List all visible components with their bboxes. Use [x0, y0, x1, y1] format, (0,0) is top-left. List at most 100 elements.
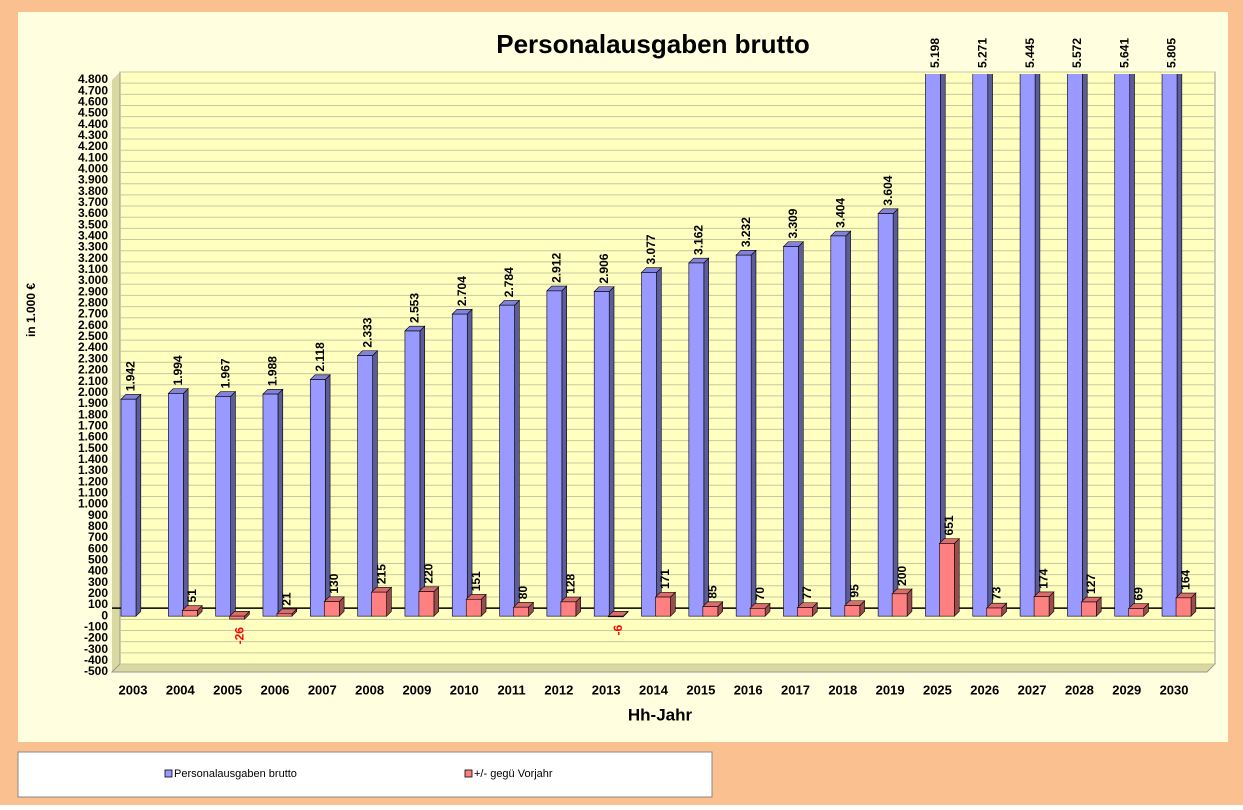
y-tick-label: 2.600	[78, 318, 108, 332]
x-tick-label: 2014	[639, 682, 669, 697]
bar	[1175, 597, 1192, 617]
x-tick-label: 2009	[402, 682, 431, 697]
value-label: 215	[374, 564, 388, 584]
y-tick-label: 2.700	[78, 307, 108, 321]
x-tick-label: 2026	[970, 682, 999, 697]
x-tick-label: 2018	[828, 682, 857, 697]
x-tick-label: 2004	[166, 682, 196, 697]
y-tick-label: 800	[88, 519, 108, 533]
y-tick-label: -100	[84, 619, 108, 633]
y-tick-label: 2.900	[78, 284, 108, 298]
bar	[1128, 608, 1145, 617]
x-tick-label: 2008	[355, 682, 384, 697]
value-label: 171	[658, 569, 672, 589]
bar	[688, 262, 705, 617]
y-tick-label: 900	[88, 508, 108, 522]
bar-side	[656, 266, 662, 617]
bar	[499, 304, 515, 617]
bar	[925, 74, 941, 617]
value-label: 1.988	[266, 356, 280, 386]
value-label: 85	[706, 585, 720, 599]
y-tick-label: 1.900	[78, 396, 108, 410]
y-tick-label: 4.700	[78, 83, 108, 97]
bar	[404, 330, 421, 617]
bar-side	[1129, 74, 1135, 617]
value-label: 128	[564, 574, 578, 594]
y-tick-label: 1.200	[78, 474, 108, 488]
bar-side	[798, 241, 804, 617]
bar	[262, 393, 279, 617]
y-tick-label: 2.200	[78, 363, 108, 377]
bar-side	[1082, 74, 1088, 617]
y-tick-label: 3.500	[78, 217, 108, 231]
bar	[465, 598, 482, 617]
y-tick-label: 1.100	[78, 485, 108, 499]
y-tick-label: 200	[88, 586, 108, 600]
value-label: 174	[1037, 568, 1051, 588]
bar-side	[703, 257, 709, 617]
y-axis-label: in 1.000 €	[24, 283, 38, 337]
bar	[607, 615, 624, 618]
x-tick-label: 2015	[686, 682, 715, 697]
bar	[1161, 74, 1178, 617]
value-label: 2.704	[455, 276, 469, 306]
bar-side	[845, 230, 851, 617]
bar-side	[277, 388, 284, 617]
y-tick-label: 1.600	[78, 430, 108, 444]
chart-title: Personalausgaben brutto	[496, 29, 810, 59]
y-tick-label: 3.100	[78, 262, 108, 276]
value-label: 151	[469, 571, 483, 591]
x-tick-label: 2013	[592, 682, 621, 697]
x-tick-label: 2016	[734, 682, 763, 697]
bar	[357, 355, 373, 617]
y-tick-label: 4.400	[78, 117, 108, 131]
bar	[655, 596, 671, 617]
bar	[735, 254, 752, 617]
y-tick-label: 4.000	[78, 162, 108, 176]
y-tick-label: 400	[88, 564, 108, 578]
y-tick-label: 3.400	[78, 229, 108, 243]
legend-swatch	[164, 769, 173, 778]
x-axis-label: Hh-Jahr	[628, 705, 693, 724]
y-tick-label: 700	[88, 530, 108, 544]
side-wall	[112, 72, 120, 672]
value-label: 5.641	[1117, 38, 1131, 68]
legend-label: +/- gegü Vorjahr	[474, 768, 553, 780]
bar-side	[608, 286, 615, 617]
value-label: 2.906	[597, 253, 611, 283]
bar	[546, 290, 563, 617]
y-tick-label: 3.800	[78, 184, 108, 198]
value-label: 3.404	[833, 198, 847, 228]
y-tick-label: -500	[84, 664, 108, 678]
bar	[1114, 74, 1131, 617]
x-tick-label: 2003	[119, 682, 148, 697]
bar	[560, 601, 577, 617]
bar-side	[514, 299, 520, 617]
value-label: 1.967	[218, 358, 232, 388]
bar	[120, 398, 137, 617]
value-label: 5.271	[975, 38, 989, 68]
bar	[168, 393, 184, 617]
y-tick-label: 3.000	[78, 273, 108, 287]
bar	[229, 615, 245, 620]
x-tick-label: 2006	[260, 682, 289, 697]
value-label: 5.198	[928, 38, 942, 68]
x-tick-label: 2029	[1112, 682, 1141, 697]
y-tick-label: 1.700	[78, 418, 108, 432]
y-tick-label: 3.700	[78, 195, 108, 209]
y-tick-label: 1.300	[78, 463, 108, 477]
value-label: 21	[280, 592, 294, 606]
value-label: 3.604	[881, 175, 895, 205]
bar	[1019, 74, 1036, 617]
y-tick-label: 600	[88, 541, 108, 555]
value-label: 5.572	[1070, 38, 1084, 68]
value-label: 200	[895, 565, 909, 585]
bar-side	[987, 74, 993, 617]
y-tick-label: 1.500	[78, 441, 108, 455]
bar	[797, 607, 813, 617]
y-tick-label: 1.400	[78, 452, 108, 466]
bar-side	[183, 387, 189, 617]
y-tick-label: 4.500	[78, 106, 108, 120]
value-label: 2.784	[502, 267, 516, 297]
legend-label: Personalausgaben brutto	[174, 768, 297, 780]
